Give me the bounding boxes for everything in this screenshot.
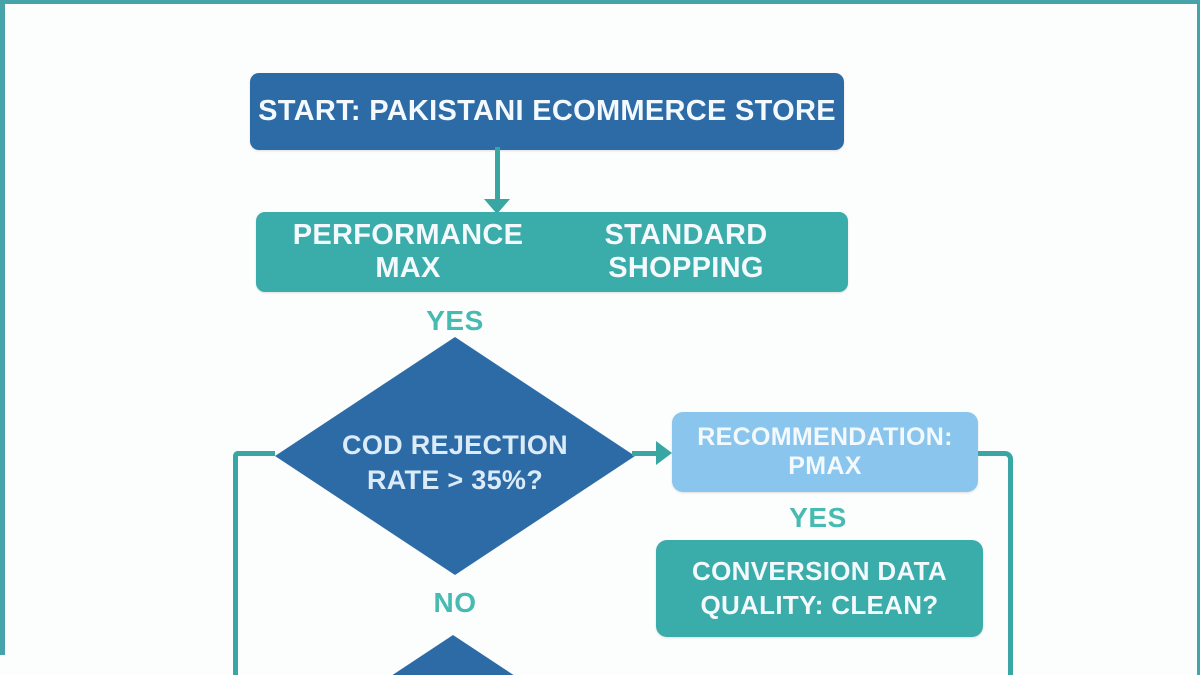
start-node: START: PAKISTANI ECOMMERCE STORE [250,73,844,150]
arrow-right-icon [656,441,672,465]
cod-rejection-decision-label: COD REJECTION RATE > 35%? [342,429,568,495]
frame-border-top [0,0,1200,4]
decision-left-branch-connector [233,451,275,675]
cod-rejection-decision-node: COD REJECTION RATE > 35%? [275,337,635,575]
start-node-label: START: PAKISTANI ECOMMERCE STORE [258,95,836,127]
channels-right-label: STANDARD SHOPPING [604,219,768,284]
conversion-quality-line1: CONVERSION DATA [692,555,947,586]
edge-label-no: NO [433,587,477,618]
decision-to-recommendation-connector [632,451,658,456]
conversion-quality-node: CONVERSION DATA QUALITY: CLEAN? [656,540,983,637]
channels-left-label: PERFORMANCE MAX [292,219,524,284]
channels-node: PERFORMANCE MAX STANDARD SHOPPING [256,212,848,292]
frame-border-right [1197,0,1200,675]
recommendation-node-label: RECOMMENDATION: PMAX [697,423,953,480]
start-to-channels-connector [495,147,500,201]
next-decision-node-partial [273,635,633,675]
edge-label-yes-top: YES [426,305,484,336]
conversion-quality-line2: QUALITY: CLEAN? [700,589,939,620]
edge-label-yes-right: YES [789,502,847,533]
arrow-down-icon [484,199,510,214]
recommendation-node: RECOMMENDATION: PMAX [672,412,978,492]
frame-border-left [0,0,5,655]
recommendation-exit-connector [978,451,1013,675]
